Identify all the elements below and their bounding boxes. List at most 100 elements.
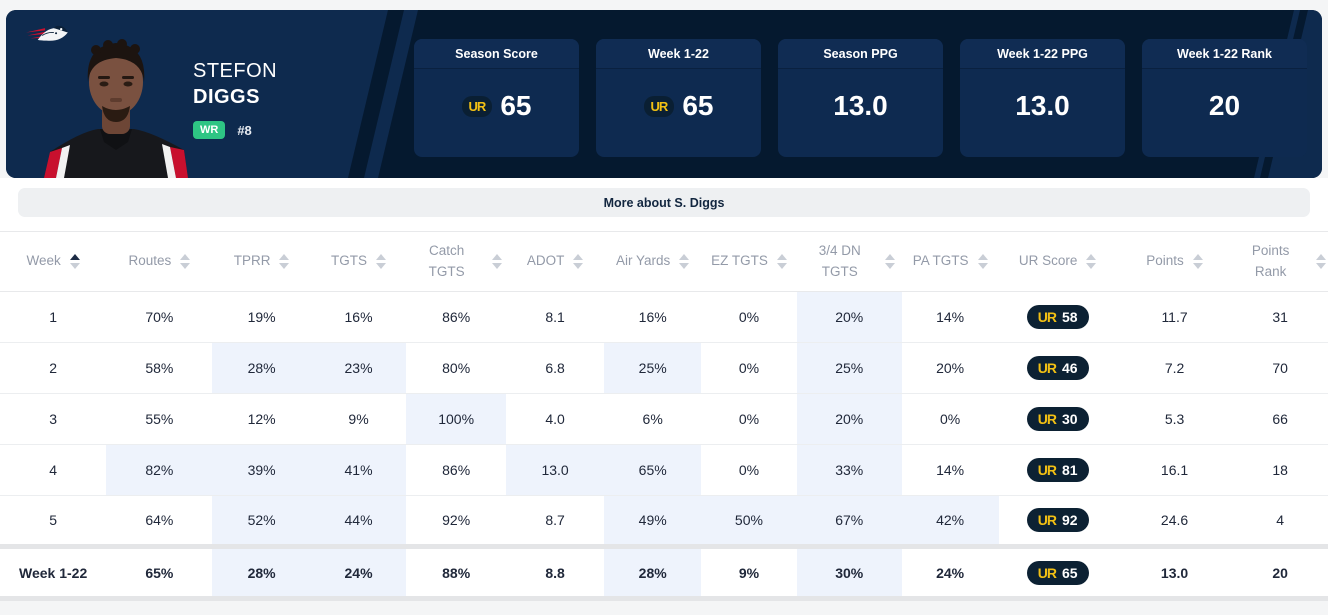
ur-logo-icon: UR [1037,360,1057,376]
stat-cell: 42% [901,495,999,547]
stat-cell: 92% [406,495,506,547]
stat-cell: 8.8 [505,544,605,601]
stat-cell: 9% [701,544,797,601]
more-about-button[interactable]: More about S. Diggs [18,188,1310,217]
ur-score-cell: UR 46 [998,342,1117,394]
table-row-week-1: 1 70% 19% 16% 86% 8.1 16% 0% 20% 14% UR 58 11.7 31 [0,291,1328,343]
column-header-routes[interactable]: Routes [106,231,213,292]
column-header-3-4-dn-tgts[interactable]: 3/4 DN TGTS [796,231,902,292]
column-label: UR Score [1018,253,1078,269]
column-label: ADOT [526,253,565,269]
stat-cell: 0% [701,342,797,394]
player-photo [44,39,188,178]
jersey-number: #8 [237,122,252,138]
column-header-ez-tgts[interactable]: EZ TGTS [701,231,797,292]
stat-cell: 20% [796,291,902,343]
stat-cell: 25% [604,342,702,394]
ur-logo-icon: UR [1037,512,1057,528]
sort-arrows-icon [776,253,787,269]
stat-cell: 52% [212,495,311,547]
ur-logo-icon: UR [1037,564,1057,581]
column-label: EZ TGTS [711,253,768,269]
stat-card-label: Week 1-22 [596,39,761,69]
stat-cell: 82% [106,444,213,496]
stat-card-4: Week 1-22 RankUR20 [1142,39,1307,157]
column-label: Points [1146,253,1184,269]
stat-cell: 20% [796,393,902,445]
sort-arrows-icon [573,253,584,269]
column-header-points[interactable]: Points [1116,231,1233,292]
column-header-tgts[interactable]: TGTS [310,231,407,292]
stat-cell: 86% [406,444,506,496]
player-identity: STEFON DIGGS WR #8 [193,60,277,139]
ur-logo-icon: UR [1037,462,1057,478]
sort-arrows-icon [376,253,387,269]
column-header-ur-score[interactable]: UR Score [998,231,1117,292]
points-rank-cell: 18 [1232,444,1328,496]
points-cell: 24.6 [1116,495,1233,547]
weekly-stats-table: Week Routes TPRR TGTS Catch TGTS ADOT Air Yard… [0,231,1328,601]
stat-cell: 65% [604,444,702,496]
week-cell: Week 1-22 [0,544,107,601]
column-label: Air Yards [616,253,671,269]
stat-card-2: Season PPGUR13.0 [778,39,943,157]
more-section: More about S. Diggs [0,178,1328,231]
column-header-pa-tgts[interactable]: PA TGTS [901,231,999,292]
stat-cell: 8.7 [505,495,605,547]
ur-logo-icon: UR [643,95,675,117]
stat-cell: 16% [310,291,407,343]
stat-cell: 70% [106,291,213,343]
ur-score-badge: UR 58 [1026,305,1089,329]
stat-cell: 30% [796,544,902,601]
points-rank-cell: 70 [1232,342,1328,394]
column-header-air-yards[interactable]: Air Yards [604,231,702,292]
stat-cell: 24% [901,544,999,601]
position-badge: WR [193,121,226,139]
column-header-adot[interactable]: ADOT [505,231,605,292]
stat-cell: 14% [901,291,999,343]
stat-card-label: Week 1-22 Rank [1142,39,1307,69]
stat-cell: 28% [212,544,311,601]
sort-arrows-icon [1086,253,1097,269]
stat-card-row: Season Score UR 65 Week 1-22 UR 65 Season PPGU… [414,39,1307,157]
points-rank-cell: 20 [1232,544,1328,601]
column-header-catch-tgts[interactable]: Catch TGTS [406,231,506,292]
stat-cell: 0% [701,393,797,445]
stat-cell: 13.0 [505,444,605,496]
ur-score-badge: UR 65 [1026,560,1089,585]
ur-logo-icon: UR [1037,411,1057,427]
ur-score-badge: UR 46 [1026,356,1089,380]
stat-cell: 14% [901,444,999,496]
ur-score-badge: UR 30 [1026,407,1089,431]
column-label: Routes [128,253,172,269]
column-header-week[interactable]: Week [0,231,107,292]
stat-cell: 20% [901,342,999,394]
stat-cell: 0% [901,393,999,445]
summary-row-week-1-22: Week 1-22 65% 28% 24% 88% 8.8 28% 9% 30% 24% UR 65 1… [0,544,1328,601]
stat-card-value: 13.0 [1015,90,1070,121]
stat-cell: 4.0 [505,393,605,445]
stat-cell: 49% [604,495,702,547]
stat-cell: 44% [310,495,407,547]
sort-arrows-icon [977,253,988,269]
stat-cell: 19% [212,291,311,343]
sort-arrows-icon [884,254,895,269]
stat-card-0: Season Score UR 65 [414,39,579,157]
stat-cell: 86% [406,291,506,343]
sort-arrows-icon [180,253,191,269]
column-header-tprr[interactable]: TPRR [212,231,311,292]
stat-cell: 24% [310,544,407,601]
ur-score-badge: UR 81 [1026,458,1089,482]
stat-cell: 58% [106,342,213,394]
stat-cell: 23% [310,342,407,394]
sort-arrows-icon [679,253,690,269]
ur-score-cell: UR 30 [998,393,1117,445]
table-row-week-5: 5 64% 52% 44% 92% 8.7 49% 50% 67% 42% UR 92 24.6 4 [0,495,1328,547]
player-first-name: STEFON [193,60,278,82]
column-header-points-rank[interactable]: Points Rank [1232,231,1328,292]
column-label: Catch TGTS [428,242,465,279]
points-cell: 7.2 [1116,342,1233,394]
stat-cell: 41% [310,444,407,496]
table-body: 1 70% 19% 16% 86% 8.1 16% 0% 20% 14% UR 58 11.7 31 2 58… [0,291,1328,601]
sort-arrows-icon [1192,253,1203,269]
